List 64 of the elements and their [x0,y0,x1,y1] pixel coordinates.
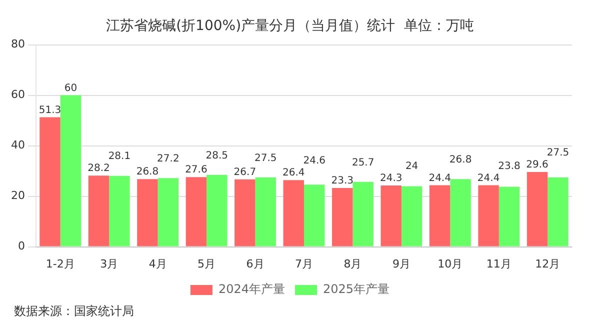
source-note: 数据来源：国家统计局 [14,304,134,318]
data-label: 28.5 [206,150,228,162]
bar [283,180,304,246]
x-tick-label: 4月 [148,257,167,270]
bar [450,179,471,246]
data-label: 23.3 [331,176,354,187]
data-label: 27.5 [546,148,570,159]
bar [429,185,450,246]
bar [526,172,548,246]
data-label: 28.1 [108,151,131,162]
bar [186,177,207,246]
chart-title: 江苏省烧碱(折100%)产量分月（当月值）统计 单位：万吨 [106,18,474,34]
x-tick-label: 7月 [295,257,313,270]
bar [137,179,158,246]
bar [380,185,402,246]
data-label: 27.6 [185,164,208,176]
bar [498,186,520,246]
x-tick-label: 10月 [438,257,463,270]
data-label: 25.7 [352,158,374,168]
bar [109,176,130,246]
data-label: 23.8 [498,160,520,172]
bar [206,174,228,246]
x-tick-label: 3月 [100,257,118,270]
y-tick-label: 0 [18,240,25,253]
x-tick-label: 1-2月 [46,257,75,270]
data-label: 51.3 [38,104,62,116]
data-label: 24.4 [477,172,500,184]
data-label: 27.5 [254,152,277,164]
bar [88,176,110,246]
x-tick-label: 6月 [246,257,264,270]
bar [352,182,374,246]
data-label: 27.2 [157,154,180,165]
data-label: 24.6 [303,156,326,167]
data-label: 29.6 [526,160,548,171]
y-tick-label: 60 [10,88,25,102]
bar [478,185,499,246]
data-label: 28.2 [88,163,110,174]
bar [60,95,82,246]
x-tick-label: 11月 [486,257,512,270]
bar [40,117,60,246]
bar [332,188,353,246]
y-tick-label: 40 [10,138,25,152]
bar [255,177,276,246]
bar [304,184,325,246]
x-tick-label: 12月 [535,257,560,270]
data-label: 24 [405,161,418,172]
x-tick-label: 8月 [344,257,362,270]
data-label: 26.8 [449,154,472,166]
legend-label: 2025年产量 [323,282,390,296]
data-label: 24.3 [380,173,402,184]
data-label: 26.8 [136,166,159,178]
data-label: 26.4 [282,168,305,179]
data-label: 60 [64,82,78,94]
bar [234,179,256,246]
y-tick-label: 20 [10,189,25,202]
bar [401,186,422,246]
bar [158,178,179,246]
x-tick-label: 9月 [392,257,410,270]
y-tick-label: 80 [10,38,25,51]
bar [548,177,568,246]
data-label: 24.4 [428,172,451,184]
legend-label: 2024年产量 [218,282,286,296]
x-tick-label: 5月 [198,257,216,270]
data-label: 26.7 [234,166,256,178]
